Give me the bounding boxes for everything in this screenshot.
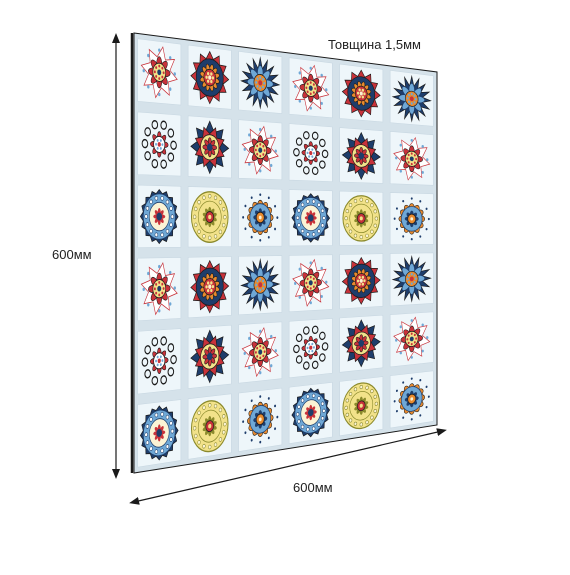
tile-ornament-circle-yellow-olive — [342, 382, 381, 430]
thickness-label: Товщина 1,5мм — [328, 37, 421, 52]
tile-ornament-mandala-red-navy — [190, 259, 230, 314]
tile-ornament-mandala-blue-spiky — [240, 56, 281, 110]
tile-ornament-star-navy-yellow — [341, 131, 381, 181]
height-label: 600мм — [52, 247, 92, 262]
wall-panel — [130, 32, 438, 474]
tile-ornament-star-red — [140, 46, 178, 99]
tile-ornament-swirl-black — [141, 120, 177, 169]
tile-ornament-swirl-black — [293, 325, 329, 370]
width-label: 600мм — [293, 480, 333, 495]
tile-ornament-mandala-blue-spiky — [391, 255, 432, 303]
tile-ornament-mandala-red-navy — [341, 69, 381, 118]
tile-ornament-star-red — [140, 262, 178, 316]
tile-ornament-swirl-black — [293, 131, 329, 176]
tile-ornament-mandala-red-navy — [341, 256, 381, 305]
tile-ornament-mandala-blue-spiky — [240, 258, 281, 312]
tile-ornament-star-red — [292, 64, 330, 112]
tile-ornament-mandala-orange-blue — [393, 197, 430, 241]
tile-ornament-star-red — [292, 258, 330, 307]
tile-ornament-star-red — [393, 136, 431, 181]
tile-ornament-swirl-black — [141, 336, 177, 386]
tile-ornament-circle-navy-blue — [139, 189, 179, 245]
tile-ornament-mandala-orange-blue — [393, 377, 430, 421]
tile-ornament-circle-yellow-olive — [190, 191, 229, 243]
tile-ornament-star-navy-yellow — [341, 319, 381, 368]
tile-ornament-mandala-blue-spiky — [391, 74, 432, 123]
tile-ornament-circle-navy-blue — [291, 387, 331, 438]
tile-ornament-star-red — [241, 326, 279, 378]
tile-ornament-mandala-orange-blue — [242, 395, 279, 444]
dimension-arrows — [112, 33, 447, 505]
tile-ornament-mandala-red-navy — [190, 50, 230, 105]
tile-ornament-star-navy-yellow — [190, 120, 230, 175]
tile-ornament-star-red — [241, 125, 279, 175]
tile-ornament-star-red — [393, 316, 431, 362]
tile-ornament-mandala-orange-blue — [242, 193, 279, 242]
tile-ornament-circle-navy-blue — [291, 193, 331, 243]
tile-ornament-circle-yellow-olive — [342, 195, 381, 242]
tile-ornament-star-navy-yellow — [190, 329, 230, 384]
width-arrow — [129, 428, 447, 505]
